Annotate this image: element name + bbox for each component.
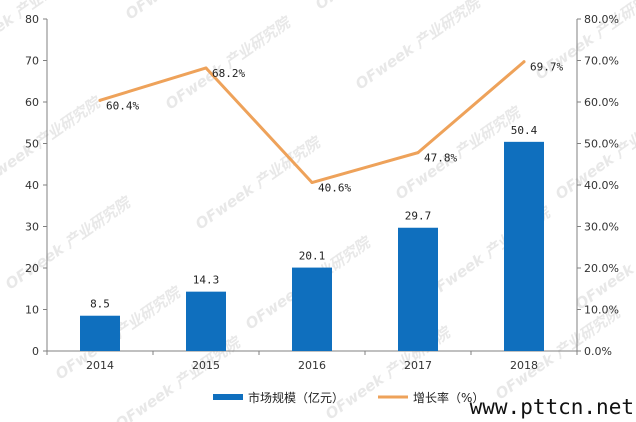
- legend-bar-label: 市场规模（亿元）: [248, 390, 344, 405]
- watermark-text: OFweek 产业研究院: [2, 192, 136, 293]
- watermark-text: OFweek 产业研究院: [192, 132, 326, 233]
- bar-value-label: 20.1: [299, 250, 326, 263]
- bar: [504, 141, 544, 351]
- bar: [80, 315, 120, 351]
- bar-series: [80, 141, 544, 351]
- line-point: [416, 151, 420, 155]
- bar-value-label: 8.5: [90, 298, 110, 311]
- left-tick-label: 40: [25, 179, 39, 192]
- right-tick-label: 80.0%: [584, 13, 619, 26]
- axes: 0 10 20 30 40 50 60 70 80 0.0% 10.0% 20.0% 30.0% 40.0…: [25, 13, 619, 372]
- line-point: [310, 181, 314, 185]
- right-tick-label: 10.0%: [584, 304, 619, 317]
- legend: 市场规模（亿元） 增长率（%）: [213, 390, 484, 405]
- watermark-text: OFweek 产业研究院: [0, 0, 85, 63]
- right-tick-label: 30.0%: [584, 221, 619, 234]
- line-value-label: 47.8%: [424, 152, 457, 165]
- right-tick-label: 20.0%: [584, 262, 619, 275]
- right-tick-label: 0.0%: [584, 345, 612, 358]
- line-value-label: 69.7%: [530, 61, 563, 74]
- left-tick-label: 20: [25, 262, 39, 275]
- watermark-text: OFweek 产业研究院: [312, 0, 446, 13]
- bar: [292, 267, 332, 351]
- line-value-label: 40.6%: [318, 182, 351, 195]
- watermark-text: OFweek 产业研究院: [352, 0, 486, 93]
- right-tick-label: 40.0%: [584, 179, 619, 192]
- watermark-text: OFweek 产业研究院: [122, 0, 256, 23]
- line-series: [98, 60, 526, 185]
- watermark-text: OFweek 产业研究院: [162, 12, 296, 113]
- left-tick-label: 80: [25, 13, 39, 26]
- line-point: [522, 60, 526, 64]
- right-tick-label: 70.0%: [584, 55, 619, 68]
- growth-rate-line: [98, 60, 526, 185]
- x-tick-label: 2017: [404, 359, 432, 372]
- bar-value-label: 29.7: [405, 210, 432, 223]
- x-tick-label: 2015: [192, 359, 220, 372]
- bar: [398, 227, 438, 351]
- x-tick-label: 2018: [510, 359, 538, 372]
- right-tick-label: 60.0%: [584, 96, 619, 109]
- line-point: [204, 66, 208, 70]
- left-tick-label: 0: [32, 345, 39, 358]
- x-tick-label: 2014: [86, 359, 114, 372]
- bar-value-label: 50.4: [511, 124, 538, 137]
- left-tick-label: 30: [25, 221, 39, 234]
- line-value-label: 60.4%: [106, 99, 139, 112]
- legend-bar-swatch: [213, 394, 243, 400]
- legend-line-label: 增长率（%）: [413, 390, 484, 405]
- site-watermark-text: www.pttcn.net: [470, 395, 634, 419]
- watermark-text: OFweek 产业研究院: [482, 0, 616, 3]
- right-tick-label: 50.0%: [584, 138, 619, 151]
- x-tick-label: 2016: [298, 359, 326, 372]
- data-labels: 8.5 14.3 20.1 29.7 50.4 60.4% 68.2% 40.6% 47.8% 6…: [90, 61, 563, 311]
- bar-value-label: 14.3: [193, 274, 220, 287]
- line-point: [98, 98, 102, 102]
- left-tick-label: 70: [25, 55, 39, 68]
- left-tick-label: 50: [25, 138, 39, 151]
- line-value-label: 68.2%: [212, 67, 245, 80]
- left-tick-label: 60: [25, 96, 39, 109]
- bar: [186, 291, 226, 351]
- watermark-text: OFweek 产业研究院: [0, 92, 105, 193]
- left-tick-label: 10: [25, 304, 39, 317]
